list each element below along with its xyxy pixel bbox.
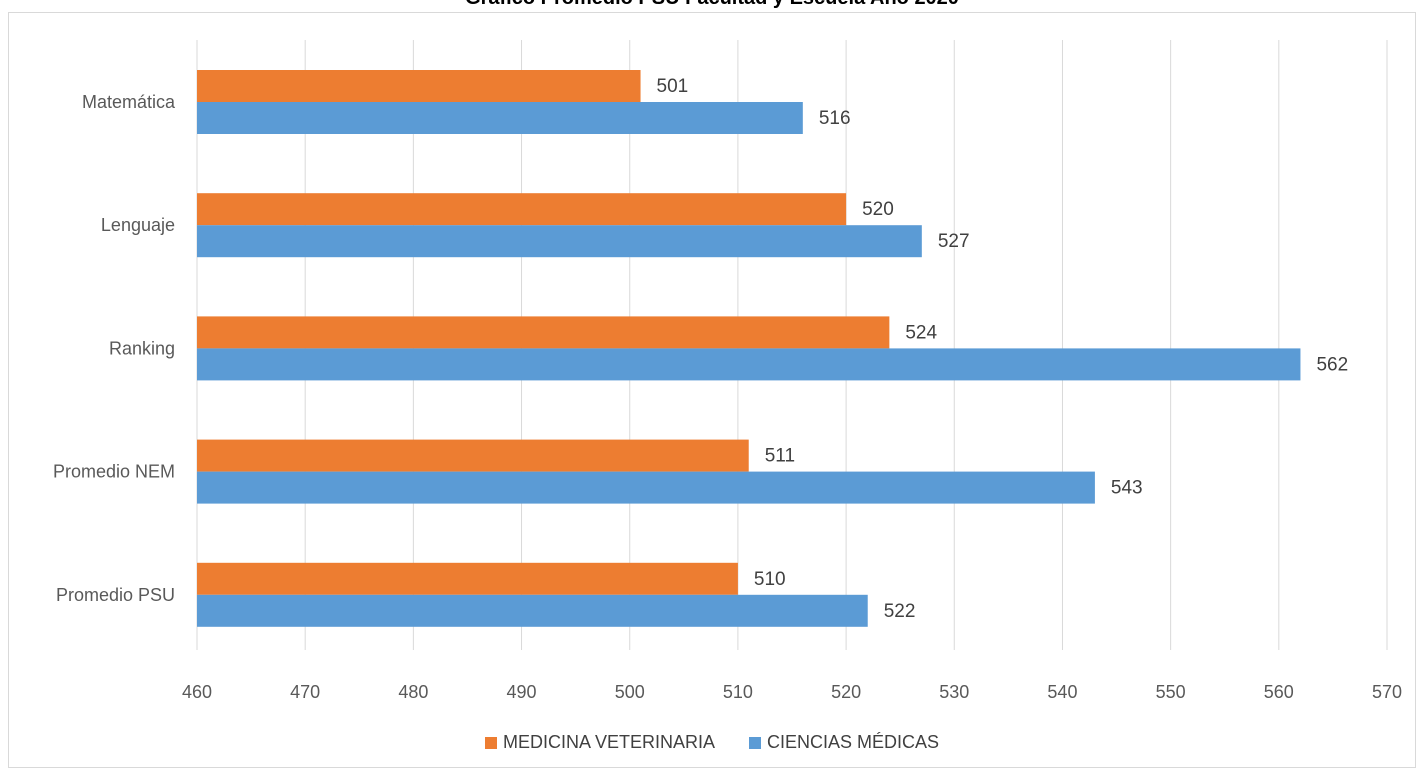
x-tick-label: 520: [831, 682, 861, 702]
category-label: Lenguaje: [101, 215, 175, 235]
bar: [197, 348, 1301, 381]
data-label: 527: [938, 231, 970, 252]
data-label: 520: [862, 199, 894, 220]
data-label: 562: [1316, 354, 1348, 375]
data-label: 524: [905, 322, 937, 343]
category-label: Promedio NEM: [53, 462, 175, 482]
x-tick-label: 510: [723, 682, 753, 702]
category-label: Promedio PSU: [56, 585, 175, 605]
bar: [197, 439, 749, 472]
category-labels: Matemática Lenguaje Ranking Promedio NEM Pro…: [53, 92, 176, 605]
chart-frame: [8, 12, 1416, 768]
bar: [197, 562, 738, 595]
legend-label-series-2: CIENCIAS MÉDICAS: [767, 732, 940, 752]
data-label: 510: [754, 569, 786, 590]
bars: [197, 70, 1301, 627]
data-label: 543: [1111, 478, 1143, 499]
data-label: 501: [657, 76, 689, 97]
x-tick-label: 460: [182, 682, 212, 702]
chart-title: Grafico Promedio PSU Facultad y Escuela …: [0, 0, 1424, 10]
data-label: 516: [819, 108, 851, 129]
legend-label-series-1: MEDICINA VETERINARIA: [502, 732, 715, 752]
x-tick-label: 560: [1264, 682, 1294, 702]
bar: [197, 471, 1095, 504]
data-label: 522: [884, 601, 916, 622]
bar: [197, 193, 847, 226]
data-labels: 501 516 520 527 524 562 511 543 510 522: [657, 76, 1349, 622]
x-tick-label: 500: [615, 682, 645, 702]
category-label: Matemática: [82, 92, 176, 112]
category-label: Ranking: [109, 338, 175, 358]
x-tick-labels: 460 470 480 490 500 510 520 530 540 550 560 570: [182, 682, 1402, 702]
x-tick-label: 530: [939, 682, 969, 702]
legend-item-series-2: CIENCIAS MÉDICAS: [749, 732, 939, 753]
legend-swatch-series-1: [484, 736, 497, 749]
data-label: 511: [765, 446, 795, 467]
legend: MEDICINA VETERINARIA CIENCIAS MÉDICAS: [0, 732, 1424, 753]
x-tick-label: 490: [507, 682, 537, 702]
x-tick-label: 470: [290, 682, 320, 702]
bar: [197, 102, 803, 134]
x-tick-label: 550: [1156, 682, 1186, 702]
legend-swatch-series-2: [749, 736, 761, 749]
bar: [197, 225, 922, 258]
bar: [197, 316, 890, 349]
x-tick-label: 540: [1047, 682, 1077, 702]
bar: [197, 594, 868, 627]
x-tick-label: 570: [1372, 682, 1402, 702]
legend-item-series-1: MEDICINA VETERINARIA: [484, 732, 715, 753]
x-tick-label: 480: [398, 682, 428, 702]
bar: [197, 70, 641, 102]
